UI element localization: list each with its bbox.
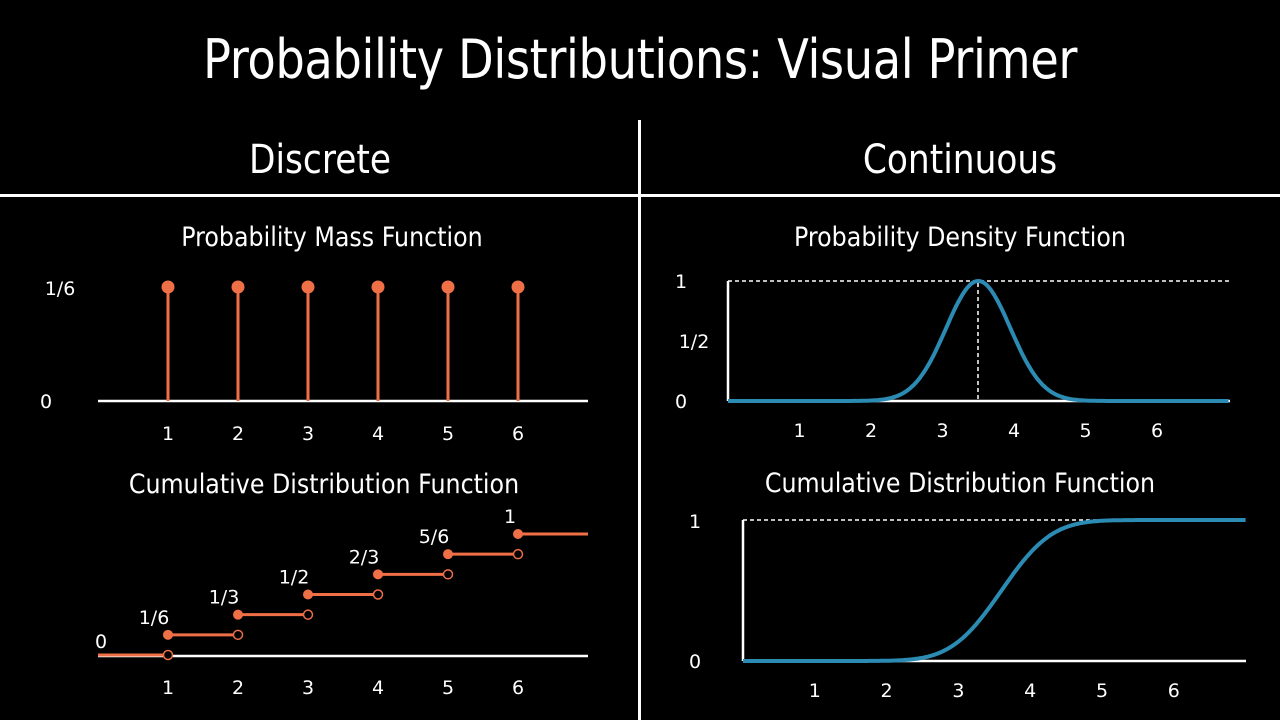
cdf-x-tick: 2	[232, 677, 244, 699]
column-divider	[638, 120, 641, 720]
ccdf-curve	[743, 518, 1246, 663]
pmf-x-tick: 1	[162, 423, 174, 445]
pdf-x-tick: 6	[1151, 420, 1163, 442]
cdf-value-label: 2/3	[349, 546, 380, 568]
cdf-closed-point	[163, 629, 173, 640]
cdf-x-tick: 6	[512, 677, 524, 699]
pmf-y-tick-zero: 0	[40, 391, 52, 413]
cdf-x-tick: 3	[302, 677, 314, 699]
cdf-value-label: 5/6	[419, 526, 450, 548]
cdf-open-point	[162, 649, 174, 661]
pmf-point	[371, 280, 385, 294]
ccdf-x-tick: 6	[1168, 680, 1180, 702]
pdf-curve	[728, 278, 1229, 403]
ccdf-y-tick-one: 1	[689, 511, 701, 533]
cdf-value-label: 1/2	[279, 567, 310, 589]
cdf-open-point	[232, 629, 244, 641]
cdf-open-point	[302, 609, 314, 620]
cdf-closed-point	[373, 569, 383, 580]
pdf-title: Probability Density Function	[794, 221, 1126, 253]
cdf-value-label: 1	[504, 506, 516, 528]
cdf-x-tick: 5	[442, 677, 454, 699]
pmf-title: Probability Mass Function	[181, 221, 482, 253]
discrete-cdf-title: Cumulative Distribution Function	[129, 468, 519, 500]
pmf-x-tick: 4	[372, 423, 384, 445]
ccdf-x-tick: 5	[1096, 680, 1108, 702]
cdf-open-point	[372, 589, 384, 600]
ccdf-x-ticks: 1 2 3 4 5 6	[809, 680, 1180, 702]
cdf-x-tick: 1	[162, 677, 174, 699]
pdf-x-tick: 1	[793, 420, 805, 442]
pdf-y-tick-one: 1	[675, 271, 687, 293]
pmf-x-tick: 5	[442, 423, 454, 445]
pdf-x-tick: 4	[1008, 420, 1020, 442]
discrete-cdf-marks: 0 1/6 1/3 1/2 2/3 5/6 1 1 2 3 4 5 6	[95, 506, 588, 699]
cdf-closed-point	[513, 529, 523, 539]
pdf-x-tick: 5	[1079, 420, 1091, 442]
pdf-y-tick-zero: 0	[675, 391, 687, 413]
page-title: Probability Distributions: Visual Primer	[202, 28, 1078, 91]
discrete-header: Discrete	[248, 137, 392, 183]
ccdf-x-tick: 1	[809, 680, 821, 702]
ccdf-x-tick: 4	[1024, 680, 1036, 702]
cdf-value-label: 1/3	[209, 587, 240, 609]
continuous-header: Continuous	[862, 137, 1058, 183]
pdf-x-tick: 2	[865, 420, 877, 442]
cdf-closed-point	[303, 589, 313, 600]
pdf-x-tick: 3	[936, 420, 948, 442]
continuous-cdf-title: Cumulative Distribution Function	[765, 467, 1155, 499]
cdf-closed-point	[233, 609, 243, 620]
ccdf-y-tick-zero: 0	[689, 651, 701, 673]
cdf-closed-point	[443, 549, 453, 560]
cdf-open-point	[442, 569, 454, 580]
pmf-point	[301, 280, 315, 294]
pmf-y-tick-top: 1/6	[45, 278, 76, 300]
pdf-x-ticks: 1 2 3 4 5 6	[793, 420, 1163, 442]
pmf-point	[441, 280, 455, 294]
cdf-x-tick: 4	[372, 677, 384, 699]
cdf-open-point	[512, 548, 524, 560]
pdf-y-tick-half: 1/2	[679, 331, 710, 353]
ccdf-x-tick: 3	[952, 680, 964, 702]
pmf-x-tick: 6	[512, 423, 524, 445]
pmf-point	[511, 280, 525, 294]
pmf-marks: 1 2 3 4 5 6	[161, 280, 525, 445]
pmf-x-tick: 3	[302, 423, 314, 445]
pmf-x-tick: 2	[232, 423, 244, 445]
pmf-point	[161, 280, 175, 294]
cdf-value-label: 0	[95, 631, 107, 653]
pmf-point	[231, 280, 245, 294]
cdf-value-label: 1/6	[139, 607, 170, 629]
ccdf-x-tick: 2	[881, 680, 893, 702]
